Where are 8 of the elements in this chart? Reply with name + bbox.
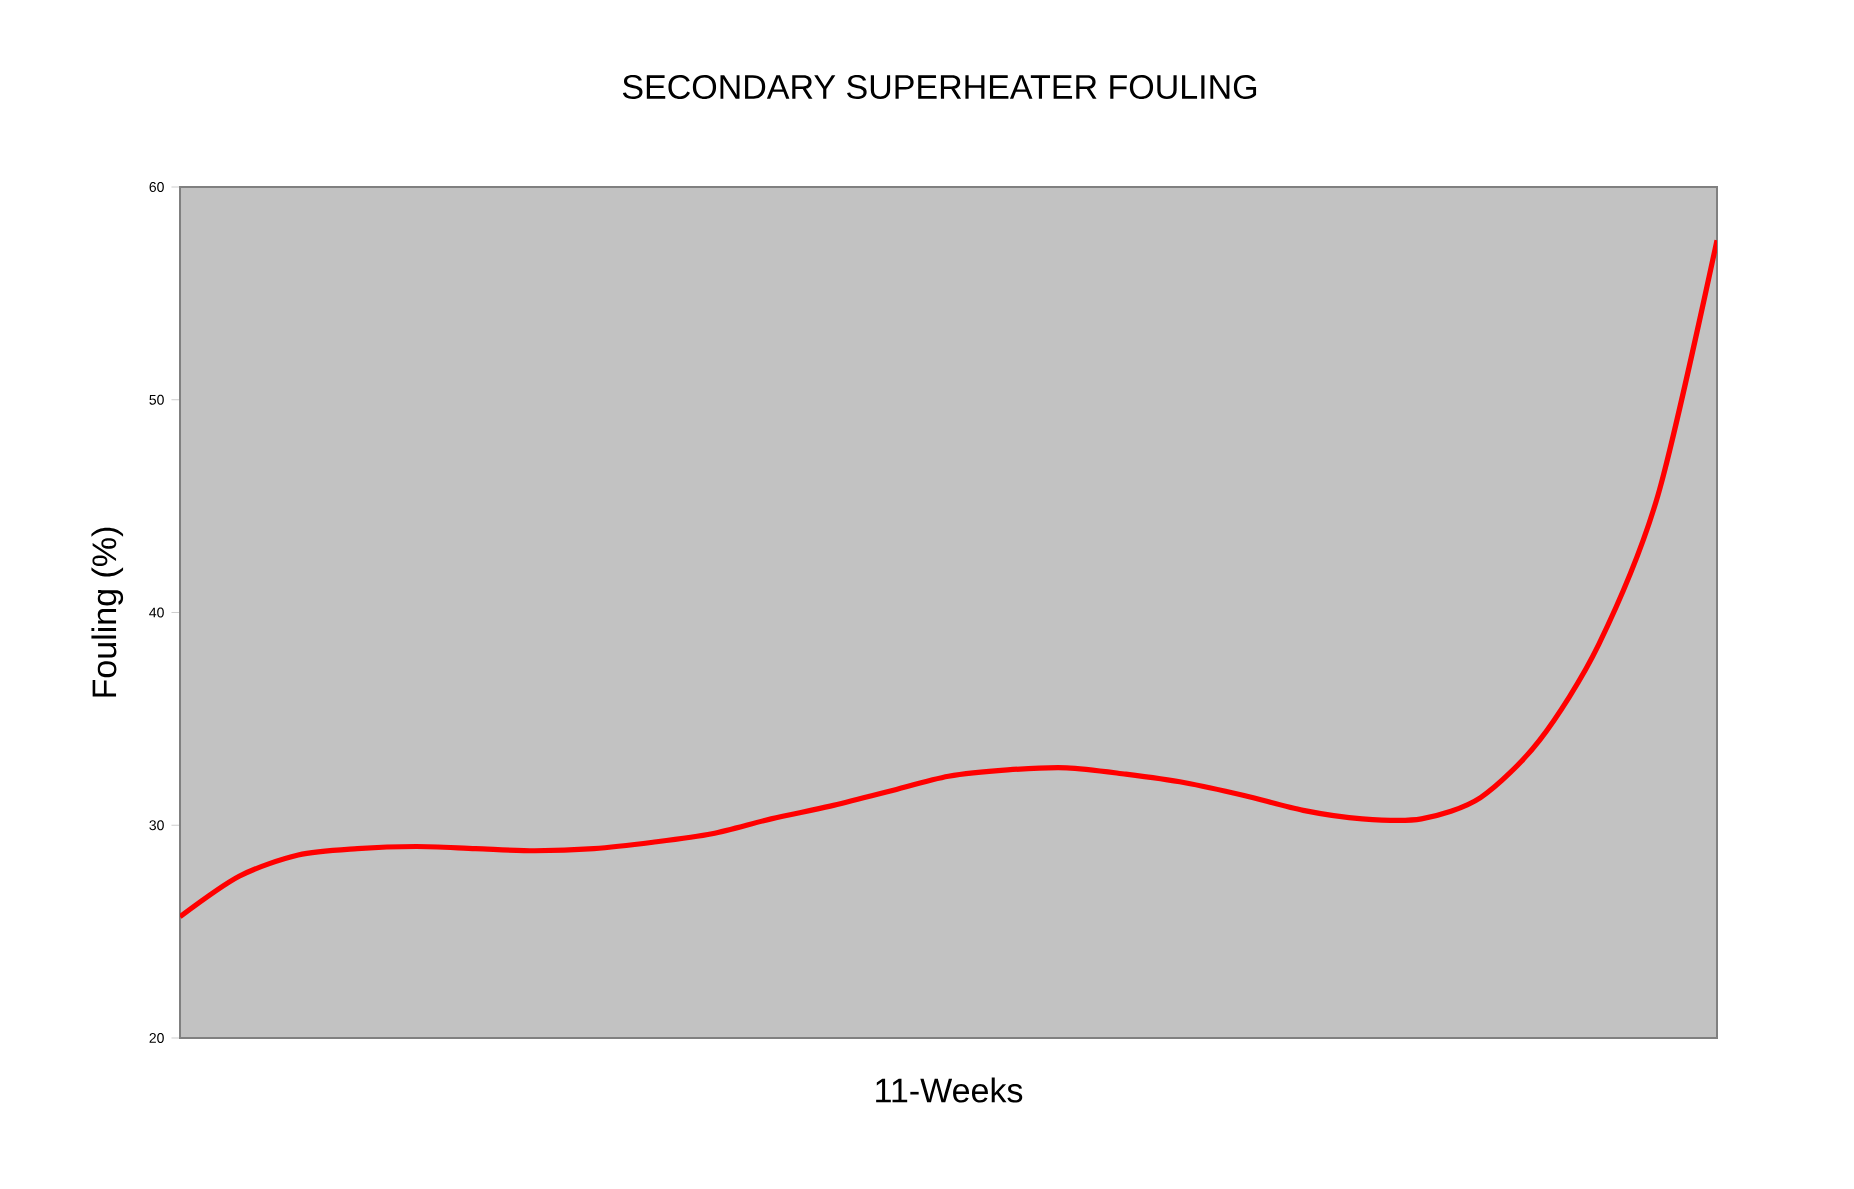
x-axis-title: 11-Weeks	[876, 1077, 1023, 1103]
y-tick-label: 40	[149, 607, 164, 618]
y-axis-title: Fouling (%)	[91, 527, 124, 697]
chart-title: SECONDARY SUPERHEATER FOULING	[622, 74, 1257, 100]
y-tick-label: 50	[149, 394, 164, 405]
y-tick-label: 60	[149, 182, 164, 192]
y-tick-label: 20	[149, 1033, 164, 1043]
y-tick-label: 30	[149, 820, 164, 831]
